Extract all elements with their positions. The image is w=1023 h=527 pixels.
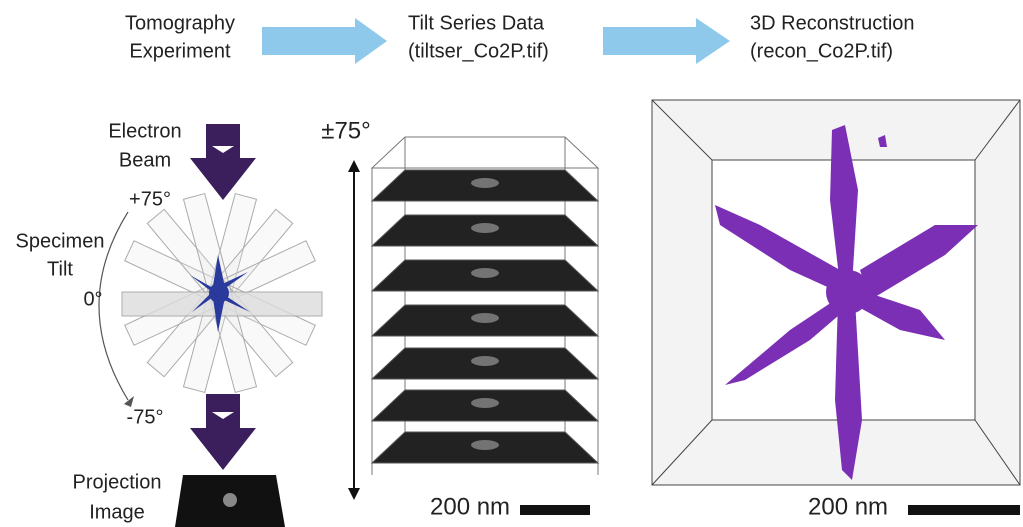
slice-particle [471, 440, 499, 450]
beam-arrow [190, 394, 256, 470]
specimen-star [190, 255, 250, 332]
step-label: (tiltser_Co2P.tif) [408, 40, 549, 62]
step-label: Experiment [129, 40, 231, 62]
scale-label: 200 nm [808, 493, 888, 520]
range-arrow [348, 160, 360, 500]
tilt-arc [98, 211, 129, 401]
projection-label: Image [89, 501, 145, 523]
step-label: 3D Reconstruction [750, 12, 915, 34]
beam-label: Beam [119, 149, 171, 171]
step-label: Tilt Series Data [408, 12, 545, 34]
beam-arrow [190, 124, 256, 200]
slice-particle [471, 398, 499, 408]
slice-particle [471, 268, 499, 278]
slice-particle [471, 223, 499, 233]
flow-arrow [262, 18, 387, 64]
scale-label: 200 nm [430, 493, 510, 520]
scale-bar [520, 505, 590, 515]
flow-arrow [603, 18, 730, 64]
angle-label: -75° [127, 406, 164, 428]
projection-spot [223, 493, 237, 507]
tilt-arc-head [124, 396, 134, 407]
slice-particle [471, 178, 499, 188]
step-label: (recon_Co2P.tif) [750, 40, 893, 62]
projection-label: Projection [73, 471, 162, 493]
angle-label: +75° [129, 188, 171, 210]
tilt-label: Tilt [47, 258, 73, 280]
tilt-slices [370, 169, 600, 464]
range-label: ±75° [321, 117, 370, 144]
tilt-label: Specimen [16, 230, 105, 252]
step-label: Tomography [125, 12, 235, 34]
recon-star [715, 125, 978, 480]
beam-label: Electron [108, 120, 181, 142]
scale-bar [908, 505, 1020, 515]
angle-label: 0° [83, 288, 102, 310]
slice-particle [471, 356, 499, 366]
slice-particle [471, 313, 499, 323]
